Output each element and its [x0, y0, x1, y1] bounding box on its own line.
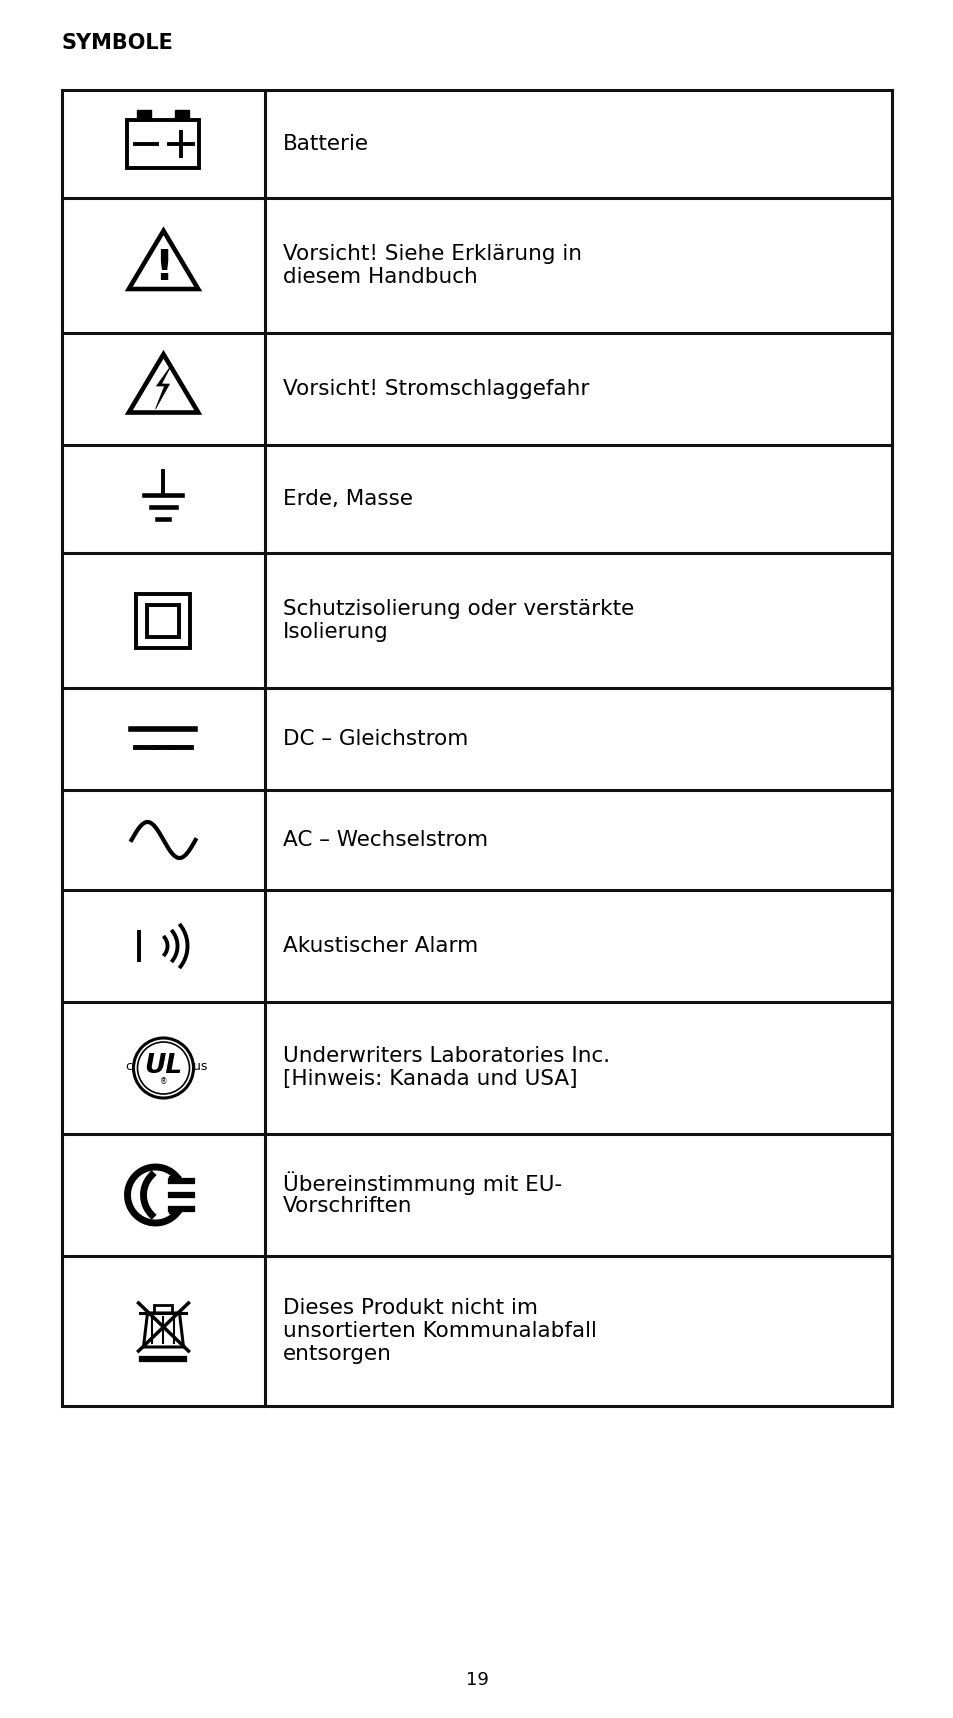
Bar [136, 593, 191, 648]
Text: AC – Wechselstrom: AC – Wechselstrom [283, 830, 488, 850]
Text: Vorschriften: Vorschriften [283, 1196, 412, 1216]
Bar [128, 120, 199, 168]
Text: Übereinstimmung mit EU-: Übereinstimmung mit EU- [283, 1172, 561, 1196]
Text: unsortierten Kommunalabfall: unsortierten Kommunalabfall [283, 1321, 597, 1342]
Text: Underwriters Laboratories Inc.: Underwriters Laboratories Inc. [283, 1046, 610, 1067]
Text: Erde, Masse: Erde, Masse [283, 490, 413, 509]
Text: c: c [125, 1060, 132, 1072]
Text: !: ! [153, 247, 172, 290]
Text: DC – Gleichstrom: DC – Gleichstrom [283, 728, 468, 749]
Text: Vorsicht! Siehe Erklärung in: Vorsicht! Siehe Erklärung in [283, 244, 581, 265]
Text: Akustischer Alarm: Akustischer Alarm [283, 936, 477, 955]
Text: Schutzisolierung oder verstärkte: Schutzisolierung oder verstärkte [283, 600, 634, 618]
Polygon shape [155, 364, 172, 409]
Text: 19: 19 [465, 1672, 488, 1689]
Bar [62, 89, 891, 1405]
Text: Dieses Produkt nicht im: Dieses Produkt nicht im [283, 1299, 537, 1318]
Text: us: us [193, 1060, 208, 1072]
Bar [148, 605, 179, 636]
Text: SYMBOLE: SYMBOLE [62, 33, 173, 53]
Text: Batterie: Batterie [283, 134, 369, 155]
Bar [137, 110, 152, 120]
Text: Isolierung: Isolierung [283, 622, 388, 643]
Text: ®: ® [159, 1077, 167, 1086]
Text: entsorgen: entsorgen [283, 1343, 392, 1364]
Text: UL: UL [144, 1053, 182, 1079]
Bar [154, 1306, 172, 1313]
Text: Vorsicht! Stromschlaggefahr: Vorsicht! Stromschlaggefahr [283, 380, 589, 399]
Text: diesem Handbuch: diesem Handbuch [283, 266, 477, 287]
Bar [175, 110, 190, 120]
Text: [Hinweis: Kanada und USA]: [Hinweis: Kanada und USA] [283, 1070, 577, 1089]
